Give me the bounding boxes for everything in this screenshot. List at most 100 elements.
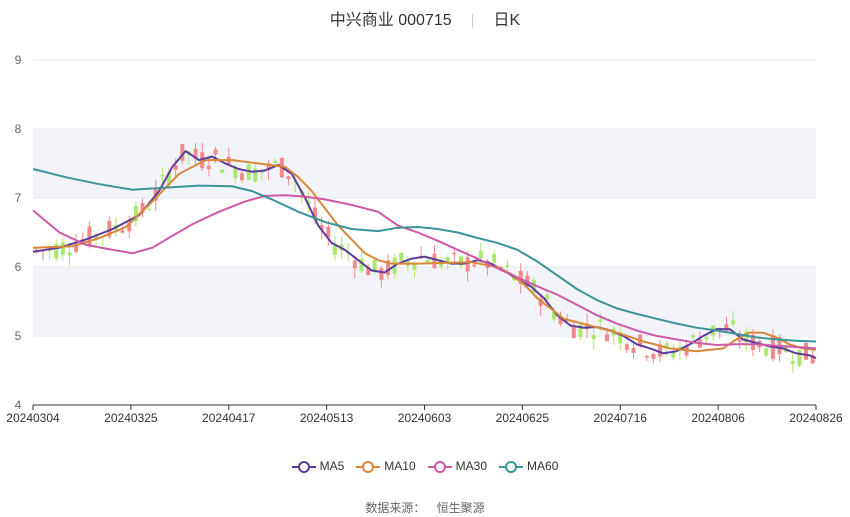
candle-body [618,332,623,344]
candle-body [386,260,390,275]
x-axis: 20240304 20240325 20240417 20240513 20240603… [6,404,843,425]
x-tick-label: 20240304 [6,411,60,425]
candle-body [359,258,364,272]
candle-body [664,343,669,349]
candle-body [372,259,377,271]
candle-body [167,171,172,185]
candle-body [691,335,696,338]
candle-body [366,267,371,276]
chart-header: 中兴商业 000715 日K [0,6,850,30]
candle-body [804,342,809,360]
period-label: 日K [493,12,521,29]
legend-item-ma30[interactable]: MA30 [427,459,488,473]
candle-body [797,350,802,366]
x-tick-label: 20240716 [594,411,648,425]
legend: MA5 MA10 MA30 MA60 [0,459,850,473]
candle-body [253,168,258,182]
candle-body [744,331,749,343]
candle-body [505,264,510,267]
candle-body [120,230,125,233]
legend-label: MA30 [455,459,488,473]
candle-body [551,311,556,320]
candle-body [558,317,563,325]
legend-label: MA10 [384,459,416,473]
stock-code: 000715 [398,12,452,29]
candle-body [790,360,795,364]
candle-body [598,319,603,322]
legend-marker-icon [291,460,316,473]
candle-body [213,149,218,155]
legend-item-ma5[interactable]: MA5 [291,459,344,473]
grid-band [33,267,816,336]
candle-body [160,174,165,177]
candle-body [133,205,138,222]
x-tick-label: 20240826 [789,411,843,425]
y-tick-label: 9 [15,53,22,67]
grid-bands [33,129,816,336]
candle-body [60,242,65,255]
candle-body [518,270,523,285]
legend-label: MA60 [527,459,559,473]
stock-name: 中兴商业 [329,12,394,29]
candle-body [658,344,663,357]
candle-body [107,221,112,237]
legend-marker-icon [356,460,381,473]
candle-body [399,252,404,261]
candle-body [206,165,211,169]
source-label: 数据来源： [365,501,426,515]
candle-body [379,268,384,280]
legend-marker-icon [499,460,524,473]
grid-lines [33,59,816,337]
candle-body [651,353,656,359]
x-tick-label: 20240325 [104,411,158,425]
candle-body [412,262,417,270]
candle-body [459,256,463,266]
candle-body [531,279,536,294]
x-tick-label: 20240603 [398,411,452,425]
candle-body [764,348,769,356]
candle-body [233,167,238,179]
header-divider [472,13,474,28]
grid-band [33,129,816,198]
candle-body [452,252,457,255]
moving-average-lines [32,149,817,360]
candle-body [140,203,145,213]
candle-body [445,257,450,263]
ma-line-ma30 [32,194,817,350]
data-source: 数据来源： 恒生聚源 [0,499,850,516]
candle-body [313,207,318,220]
y-tick-label: 6 [15,260,22,274]
candle-body [326,226,331,238]
ma-line-ma5 [32,149,817,360]
candle-body [571,326,576,339]
candle-body [259,171,264,173]
candle-body [220,169,225,173]
candle-body [671,352,676,358]
x-tick-label: 20240625 [496,411,550,425]
candle-body [266,163,271,171]
legend-item-ma60[interactable]: MA60 [499,459,558,473]
ma-line-ma60 [32,168,817,343]
x-tick-label: 20240806 [691,411,745,425]
candle-body [585,323,590,330]
candle-body [538,298,543,306]
candle-body [465,257,470,272]
y-axis-ticks: 4 5 6 7 8 9 [15,53,22,412]
candle-body [286,176,291,180]
candle-body [472,264,477,267]
candle-body [173,165,178,170]
x-tick-label: 20240513 [300,411,354,425]
y-tick-label: 8 [15,122,22,136]
candle-body [425,259,430,265]
candle-body [644,355,649,358]
candle-body [240,173,245,181]
candle-body [704,336,709,340]
y-tick-label: 7 [15,191,22,205]
legend-item-ma10[interactable]: MA10 [356,459,416,473]
candle-body [67,252,72,256]
candle-body [127,222,132,232]
candle-body [319,225,324,230]
candle-body [352,260,357,269]
y-tick-label: 4 [15,398,22,412]
candle-body [54,244,59,259]
